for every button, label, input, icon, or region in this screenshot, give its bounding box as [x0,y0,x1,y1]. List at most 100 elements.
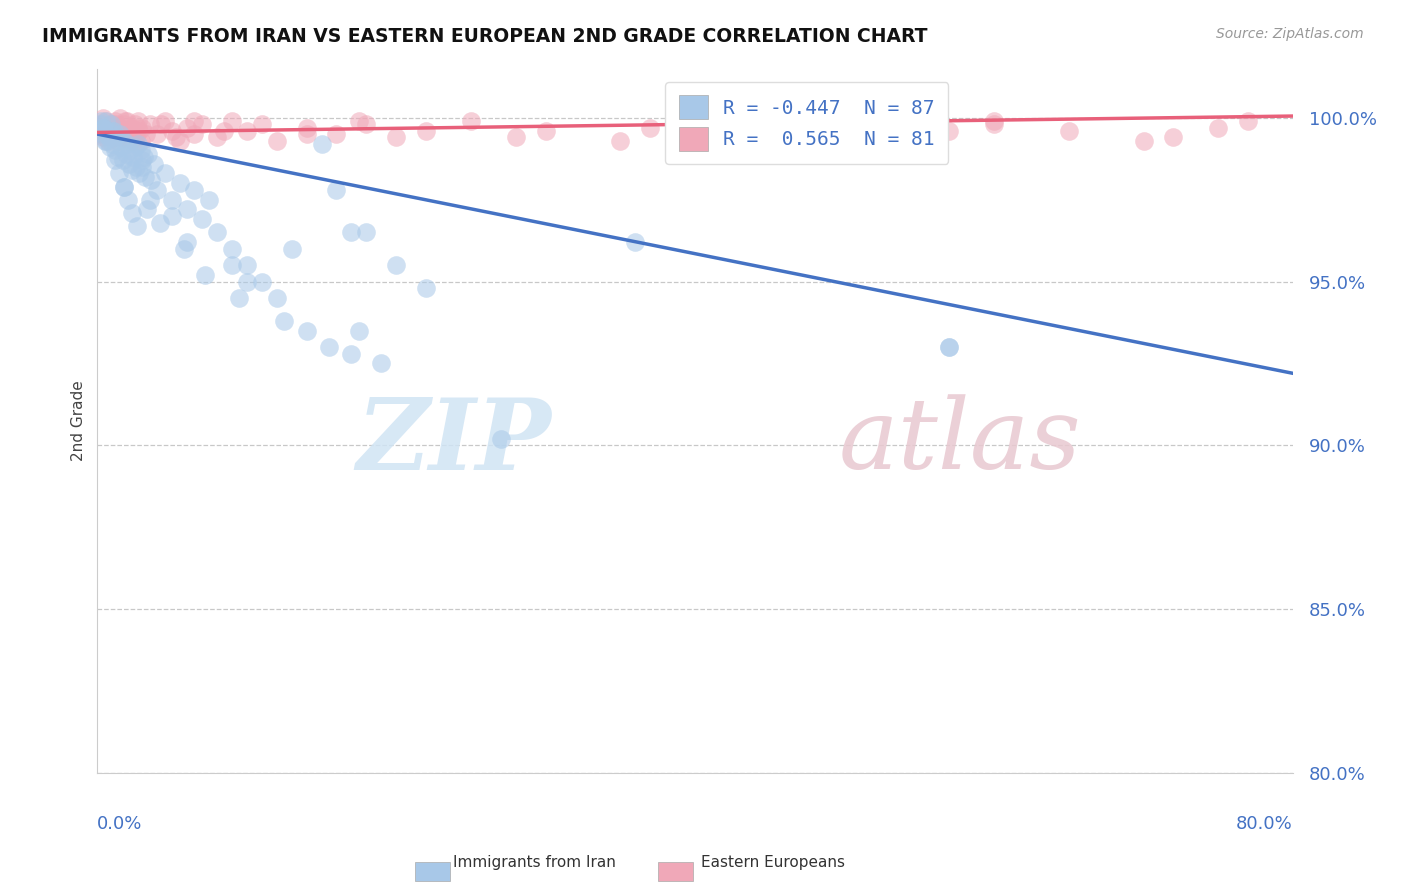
Point [385,130,408,145]
Point [266,291,288,305]
Point [103,124,125,138]
Point [122,134,145,148]
Point [176,235,198,250]
Point [124,140,146,154]
Point [98,130,121,145]
Point [90,127,112,141]
Text: Eastern Europeans: Eastern Europeans [702,855,845,870]
Point [1163,130,1185,145]
Point [183,183,205,197]
Point [96,134,118,148]
Point [759,127,782,141]
Point [91,120,114,135]
Point [1237,114,1260,128]
Point [100,127,122,141]
Point [111,130,134,145]
Point [101,124,124,138]
Point [340,346,363,360]
Point [183,127,205,141]
Point [136,146,159,161]
Point [89,127,111,141]
Point [640,120,662,135]
Point [356,226,378,240]
Point [228,291,250,305]
Point [118,124,141,138]
Point [221,258,243,272]
Point [169,134,191,148]
Point [122,127,145,141]
Point [415,124,437,138]
Point [318,340,340,354]
Point [114,127,136,141]
Point [96,124,118,138]
Point [983,114,1005,128]
Point [153,114,176,128]
Point [98,140,121,154]
Text: ZIP: ZIP [357,393,551,491]
Point [124,117,146,131]
Point [90,117,112,131]
Point [160,209,183,223]
Point [114,114,136,128]
Point [149,117,172,131]
Point [135,202,157,217]
Point [129,134,152,148]
Point [221,114,243,128]
Point [128,166,150,180]
Point [938,340,960,354]
Point [105,124,128,138]
Point [110,120,132,135]
Point [183,114,205,128]
Point [97,124,120,138]
Point [505,130,527,145]
Point [101,117,124,131]
Point [107,134,129,148]
Point [347,114,370,128]
Point [91,130,114,145]
Point [250,275,273,289]
Point [214,124,236,138]
Point [250,117,273,131]
Point [198,193,221,207]
Point [194,268,217,282]
Point [205,226,228,240]
Point [117,193,139,207]
Point [110,140,132,154]
Point [236,258,259,272]
Point [908,130,931,145]
Text: Immigrants from Iran: Immigrants from Iran [453,855,616,870]
Point [89,117,111,131]
Point [121,205,143,219]
Point [125,130,148,145]
Point [683,120,706,135]
Point [98,120,121,135]
Point [1132,134,1154,148]
Point [120,134,142,148]
Point [121,120,143,135]
Point [311,136,333,151]
Text: IMMIGRANTS FROM IRAN VS EASTERN EUROPEAN 2ND GRADE CORRELATION CHART: IMMIGRANTS FROM IRAN VS EASTERN EUROPEAN… [42,27,928,45]
Point [153,166,176,180]
Point [266,134,288,148]
Point [118,156,141,170]
Point [103,153,125,168]
Point [221,242,243,256]
Point [325,183,347,197]
Point [385,258,408,272]
Point [370,357,392,371]
Point [121,163,143,178]
Point [94,127,117,141]
Point [489,432,512,446]
Point [624,235,647,250]
Point [100,117,122,131]
Point [280,242,302,256]
Text: 80.0%: 80.0% [1236,815,1294,833]
Point [115,136,138,151]
Point [104,144,127,158]
Point [112,179,135,194]
Point [236,124,259,138]
Point [108,127,131,141]
Point [118,124,141,138]
Point [191,212,214,227]
Point [834,117,856,131]
